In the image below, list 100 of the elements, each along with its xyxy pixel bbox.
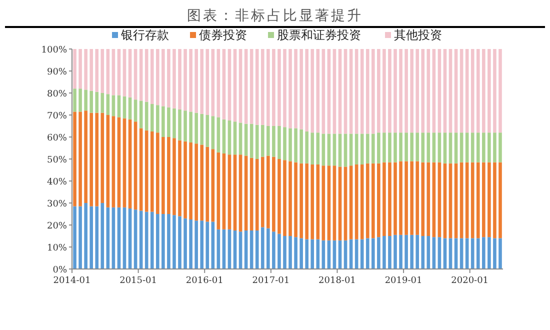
bar bbox=[222, 119, 226, 154]
bar bbox=[172, 215, 176, 269]
bar bbox=[184, 49, 187, 111]
bar bbox=[184, 110, 187, 142]
bar bbox=[344, 134, 348, 167]
bar bbox=[172, 49, 176, 108]
bar bbox=[178, 216, 182, 269]
bar bbox=[95, 92, 99, 113]
bar bbox=[184, 218, 187, 269]
bar bbox=[255, 159, 259, 230]
bar bbox=[128, 119, 132, 208]
bar bbox=[255, 124, 259, 159]
legend-label: 股票和证券投资 bbox=[277, 28, 361, 42]
bar bbox=[78, 206, 82, 269]
bar bbox=[322, 166, 326, 240]
bar bbox=[211, 49, 215, 116]
bar bbox=[260, 156, 264, 228]
bar bbox=[222, 154, 226, 230]
bar bbox=[448, 163, 452, 238]
bar bbox=[338, 49, 342, 134]
bar bbox=[305, 239, 308, 269]
bar bbox=[250, 124, 254, 158]
bar bbox=[211, 149, 215, 222]
bar bbox=[338, 134, 342, 167]
bar bbox=[366, 238, 370, 269]
bar bbox=[144, 49, 148, 102]
bar bbox=[332, 166, 336, 240]
bar bbox=[206, 115, 210, 147]
bar bbox=[493, 49, 496, 133]
bar bbox=[288, 236, 292, 269]
bar bbox=[278, 126, 281, 159]
bar bbox=[327, 49, 331, 134]
bar bbox=[410, 161, 414, 235]
bar bbox=[371, 134, 375, 164]
bar bbox=[122, 96, 126, 118]
bar bbox=[206, 222, 210, 269]
bar bbox=[470, 162, 474, 238]
bar bbox=[194, 49, 198, 113]
bar bbox=[465, 238, 469, 269]
bar bbox=[310, 239, 314, 269]
bar bbox=[332, 134, 336, 166]
x-tick-label: 2018-01 bbox=[318, 276, 356, 286]
bar bbox=[371, 238, 375, 269]
bar bbox=[432, 49, 436, 133]
bar bbox=[310, 49, 314, 133]
bar bbox=[73, 206, 76, 269]
bar bbox=[244, 49, 248, 124]
bar bbox=[167, 49, 170, 108]
bar bbox=[90, 49, 93, 91]
bar bbox=[294, 237, 298, 269]
bar bbox=[206, 146, 210, 222]
bar bbox=[399, 49, 402, 133]
y-tick-label: 20% bbox=[46, 222, 68, 232]
legend-label: 债券投资 bbox=[199, 28, 247, 42]
legend-label: 银行存款 bbox=[120, 28, 169, 42]
bar bbox=[122, 118, 126, 208]
bar bbox=[228, 120, 232, 155]
bar bbox=[488, 162, 491, 238]
bar bbox=[465, 132, 469, 162]
bar bbox=[139, 49, 143, 101]
bar bbox=[260, 124, 264, 157]
bar bbox=[266, 156, 270, 228]
bar bbox=[460, 238, 464, 269]
bar bbox=[250, 49, 254, 124]
y-tick-label: 60% bbox=[46, 134, 68, 144]
bar bbox=[332, 49, 336, 134]
bar bbox=[250, 158, 254, 230]
bar bbox=[443, 238, 447, 269]
bar bbox=[382, 162, 386, 236]
bar bbox=[399, 234, 402, 269]
bar bbox=[78, 88, 82, 112]
bar bbox=[266, 228, 270, 269]
bar bbox=[156, 49, 160, 106]
bar bbox=[139, 100, 143, 128]
bar bbox=[438, 49, 442, 133]
bar bbox=[278, 49, 281, 126]
bar bbox=[156, 105, 160, 133]
bar bbox=[144, 130, 148, 212]
bar bbox=[410, 132, 414, 162]
bar bbox=[194, 112, 198, 144]
bar bbox=[139, 210, 143, 269]
bar bbox=[283, 127, 286, 160]
bar bbox=[327, 134, 331, 166]
bar bbox=[482, 162, 486, 238]
bar bbox=[156, 132, 160, 214]
bar bbox=[416, 161, 420, 235]
bar bbox=[488, 49, 491, 133]
bar bbox=[266, 49, 270, 126]
bar bbox=[316, 164, 320, 240]
bar bbox=[360, 49, 364, 134]
bar bbox=[112, 116, 116, 208]
bar bbox=[476, 132, 480, 162]
bar bbox=[200, 114, 204, 145]
bar bbox=[233, 49, 237, 122]
bar bbox=[78, 112, 82, 206]
bar bbox=[482, 237, 486, 269]
bar bbox=[482, 132, 486, 162]
bar bbox=[178, 49, 182, 110]
bar bbox=[84, 49, 88, 90]
bar bbox=[216, 49, 220, 118]
